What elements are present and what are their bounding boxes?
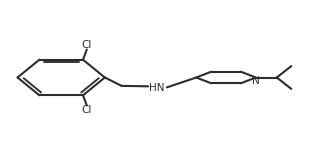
- Text: Cl: Cl: [82, 105, 92, 115]
- Text: Cl: Cl: [82, 40, 92, 50]
- Text: N: N: [252, 76, 259, 86]
- Text: HN: HN: [149, 83, 165, 93]
